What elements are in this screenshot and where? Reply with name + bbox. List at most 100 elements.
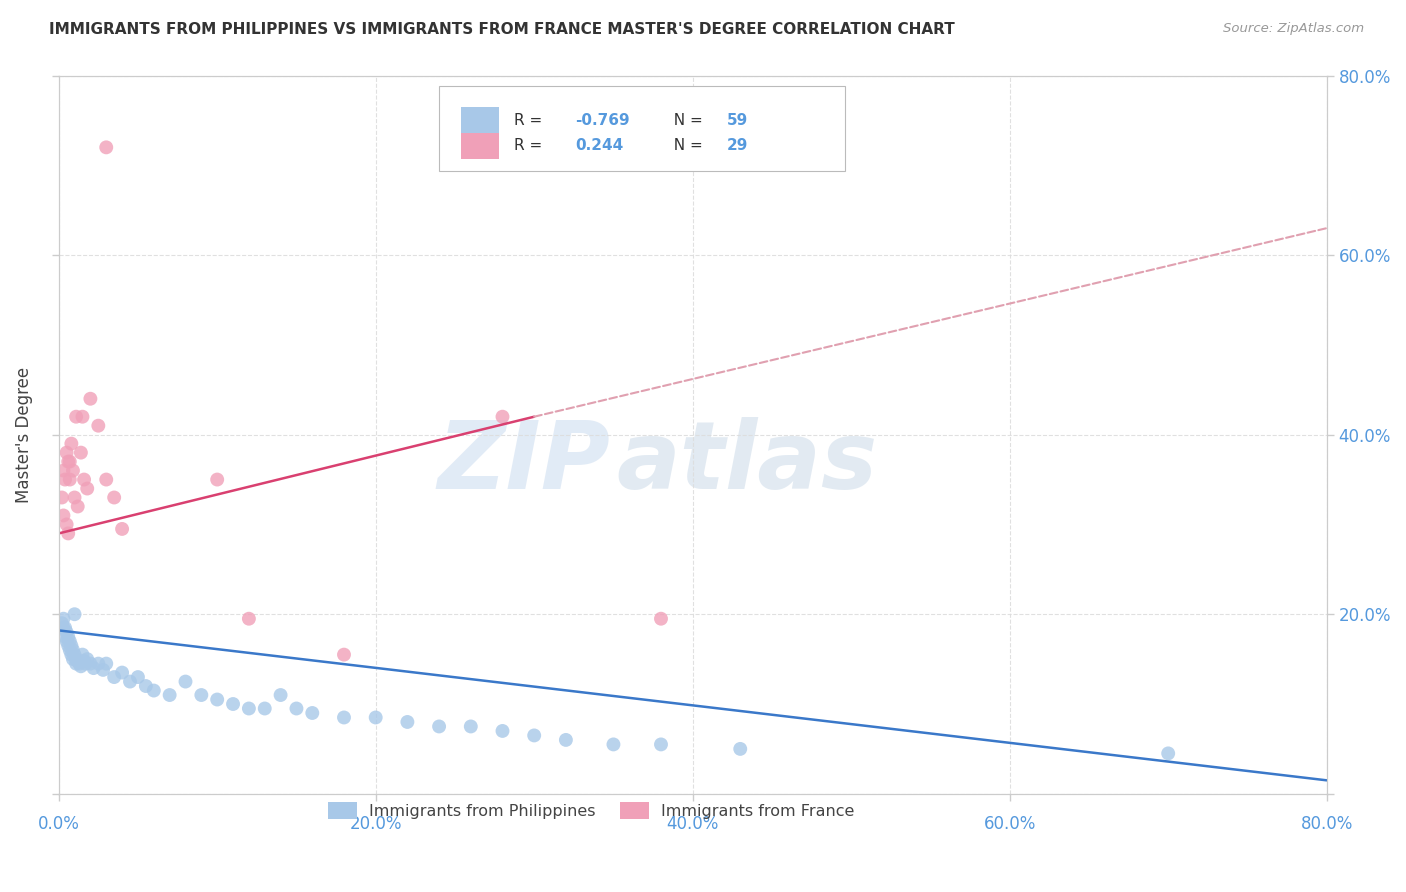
Point (59, 643, 82, 657)
Point (427, 719, 450, 733)
Point (66, 500, 89, 514)
Text: 80.0%: 80.0% (1301, 815, 1353, 833)
Text: 29: 29 (727, 138, 748, 153)
Text: R =: R = (515, 138, 553, 153)
Point (205, 473, 228, 487)
Text: 40.0%: 40.0% (666, 815, 718, 833)
Point (205, 692, 228, 706)
Point (72, 648, 94, 662)
Point (491, 723, 513, 738)
Point (53, 630, 76, 644)
Point (396, 714, 419, 729)
Point (222, 697, 245, 711)
Point (66, 654, 89, 668)
Point (190, 688, 212, 702)
Point (76, 482, 98, 496)
Point (65, 409, 87, 424)
Point (83, 661, 105, 675)
Point (65, 652, 87, 666)
Point (111, 665, 134, 680)
Point (70, 659, 93, 673)
Point (51, 491, 73, 505)
Point (53, 473, 76, 487)
Point (174, 674, 197, 689)
Point (91, 663, 114, 677)
Point (62, 464, 84, 478)
Text: 60.0%: 60.0% (984, 815, 1036, 833)
Point (73, 473, 96, 487)
Point (58, 639, 80, 653)
Text: N =: N = (664, 112, 707, 128)
Point (333, 648, 356, 662)
Point (53, 621, 76, 635)
Point (491, 409, 513, 424)
Point (60, 648, 83, 662)
Point (67, 657, 90, 671)
Text: 0.0%: 0.0% (38, 815, 80, 833)
Point (72, 409, 94, 424)
Point (55, 634, 77, 648)
Point (118, 674, 141, 689)
Point (59, 634, 82, 648)
Point (554, 733, 576, 747)
FancyBboxPatch shape (461, 107, 499, 133)
Text: atlas: atlas (617, 417, 877, 509)
Point (55, 445, 77, 459)
Point (87, 657, 110, 671)
Text: 0.244: 0.244 (575, 138, 623, 153)
Legend: Immigrants from Philippines, Immigrants from France: Immigrants from Philippines, Immigrants … (322, 796, 860, 825)
Point (127, 670, 149, 684)
Point (111, 522, 134, 536)
Point (270, 688, 292, 702)
Point (70, 445, 93, 459)
Point (65, 657, 87, 671)
Point (51, 616, 73, 631)
Point (135, 679, 157, 693)
Point (1157, 747, 1180, 761)
Point (103, 491, 125, 505)
Point (87, 418, 110, 433)
Point (285, 701, 308, 715)
Point (238, 612, 260, 626)
Point (79, 392, 101, 406)
Text: -0.769: -0.769 (575, 112, 630, 128)
Point (142, 683, 165, 698)
Point (79, 657, 101, 671)
Point (728, 742, 751, 756)
Point (333, 710, 356, 724)
Point (96, 140, 118, 154)
Point (103, 670, 125, 684)
Point (301, 706, 323, 720)
FancyBboxPatch shape (461, 133, 499, 159)
Point (62, 652, 84, 666)
Point (76, 652, 98, 666)
Point (58, 454, 80, 468)
Point (52, 464, 75, 478)
Point (523, 728, 546, 742)
Text: ZIP: ZIP (437, 417, 610, 509)
Point (364, 710, 387, 724)
FancyBboxPatch shape (439, 87, 845, 171)
Point (63, 607, 86, 622)
Point (52, 612, 75, 626)
Point (73, 654, 96, 668)
Point (63, 648, 86, 662)
Point (55, 517, 77, 532)
Point (63, 491, 86, 505)
Point (60, 436, 83, 450)
Text: R =: R = (515, 112, 547, 128)
Point (58, 526, 80, 541)
Point (650, 612, 672, 626)
Text: IMMIGRANTS FROM PHILIPPINES VS IMMIGRANTS FROM FRANCE MASTER'S DEGREE CORRELATIO: IMMIGRANTS FROM PHILIPPINES VS IMMIGRANT… (49, 22, 955, 37)
Point (96, 657, 118, 671)
Point (60, 639, 83, 653)
Text: 59: 59 (727, 112, 748, 128)
Text: Source: ZipAtlas.com: Source: ZipAtlas.com (1223, 22, 1364, 36)
Point (159, 688, 181, 702)
Point (62, 643, 84, 657)
Point (460, 719, 482, 733)
Point (52, 621, 75, 635)
Point (58, 630, 80, 644)
Point (650, 738, 672, 752)
Point (96, 473, 118, 487)
